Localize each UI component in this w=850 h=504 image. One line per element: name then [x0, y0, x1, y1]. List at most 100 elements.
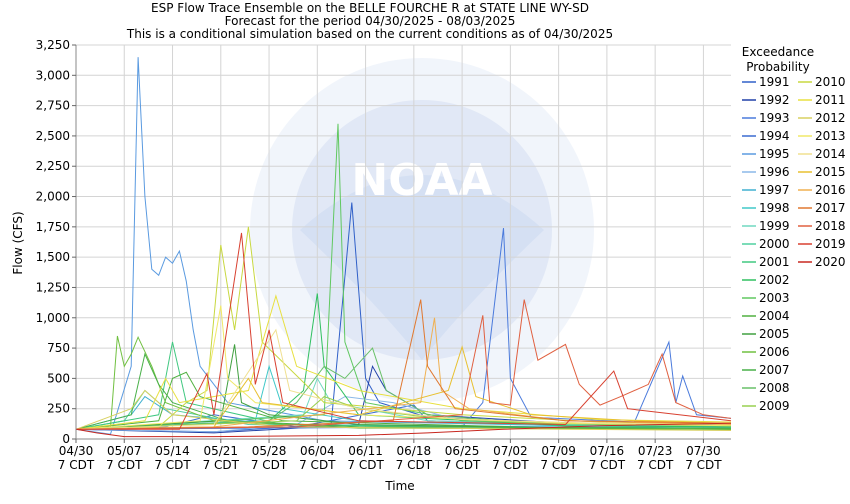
series-line-2011 — [75, 294, 732, 430]
series-line-2017 — [75, 299, 732, 430]
series-line-2020 — [75, 422, 732, 438]
x-tick-label: 04/30 — [59, 444, 94, 458]
x-tick-label: 06/11 — [348, 444, 383, 458]
legend-label-2004: 2004 — [759, 309, 790, 323]
y-tick-label: 3,250 — [36, 38, 70, 52]
grid-lines — [76, 44, 731, 439]
legend: Exceedance Probability 19911992199319941… — [742, 45, 846, 413]
legend-label-1995: 1995 — [759, 147, 790, 161]
x-tick-sublabel: 7 CDT — [154, 458, 191, 472]
legend-label-2006: 2006 — [759, 345, 790, 359]
series-line-2015 — [75, 345, 732, 430]
x-tick-label: 07/02 — [493, 444, 528, 458]
y-tick-label: 2,500 — [36, 129, 70, 143]
y-tick-label: 2,250 — [36, 159, 70, 173]
legend-label-2000: 2000 — [759, 237, 790, 251]
series-line-1995 — [75, 57, 732, 435]
noaa-watermark: NOAA — [250, 58, 594, 402]
y-tick-label: 500 — [47, 371, 70, 385]
chart-title-line-3: This is a conditional simulation based o… — [126, 27, 613, 41]
x-tick-sublabel: 7 CDT — [589, 458, 626, 472]
legend-items: 1991 1992 1993 1994 1995 1996 1997 1998 1999 2000… — [742, 75, 846, 413]
y-tick-label: 2,000 — [36, 190, 70, 204]
series-line-2007 — [75, 352, 732, 430]
x-tick-sublabel: 7 CDT — [251, 458, 288, 472]
legend-label-2016: 2016 — [815, 183, 846, 197]
legend-label-1992: 1992 — [759, 93, 790, 107]
x-tick-label: 06/04 — [300, 444, 335, 458]
series-line-2019 — [76, 232, 732, 430]
series-line-2010 — [75, 226, 732, 430]
y-tick-label: 1,750 — [36, 220, 70, 234]
legend-label-1991: 1991 — [759, 75, 790, 89]
legend-label-1999: 1999 — [759, 219, 790, 233]
chart-title: ESP Flow Trace Ensemble on the BELLE FOU… — [126, 1, 613, 41]
x-tick-sublabel: 7 CDT — [347, 458, 384, 472]
legend-label-2011: 2011 — [815, 93, 846, 107]
legend-label-2012: 2012 — [815, 111, 846, 125]
legend-title-line-2: Probability — [746, 60, 809, 74]
x-tick-label: 07/30 — [686, 444, 721, 458]
x-tick-sublabel: 7 CDT — [106, 458, 143, 472]
legend-label-2001: 2001 — [759, 255, 790, 269]
x-tick-label: 07/16 — [590, 444, 625, 458]
legend-label-2018: 2018 — [815, 219, 846, 233]
noaa-logo-text: NOAA — [351, 155, 492, 206]
legend-label-2013: 2013 — [815, 129, 846, 143]
x-tick-label: 06/25 — [445, 444, 480, 458]
y-tick-label: 0 — [62, 432, 70, 446]
y-tick-label: 1,500 — [36, 250, 70, 264]
legend-label-1996: 1996 — [759, 165, 790, 179]
x-tick-label: 05/14 — [155, 444, 190, 458]
series-lines — [75, 57, 732, 438]
x-tick-sublabel: 7 CDT — [444, 458, 481, 472]
x-axis-label: Time — [384, 479, 414, 493]
x-tick-label: 06/18 — [397, 444, 432, 458]
legend-label-2010: 2010 — [815, 75, 846, 89]
legend-label-1994: 1994 — [759, 129, 790, 143]
y-axis-label: Flow (CFS) — [11, 211, 25, 274]
y-tick-label: 750 — [47, 341, 70, 355]
legend-label-1993: 1993 — [759, 111, 790, 125]
x-tick-label: 05/21 — [203, 444, 238, 458]
series-line-2006 — [75, 335, 732, 430]
x-tick-sublabel: 7 CDT — [58, 458, 95, 472]
series-line-2018 — [75, 299, 732, 430]
y-tick-label: 250 — [47, 402, 70, 416]
y-tick-label: 2,750 — [36, 99, 70, 113]
legend-label-1998: 1998 — [759, 201, 790, 215]
legend-label-2020: 2020 — [815, 255, 846, 269]
legend-label-2014: 2014 — [815, 147, 846, 161]
legend-label-2019: 2019 — [815, 237, 846, 251]
legend-label-1997: 1997 — [759, 183, 790, 197]
x-tick-sublabel: 7 CDT — [203, 458, 240, 472]
series-line-2014 — [75, 328, 732, 430]
x-tick-label: 05/07 — [107, 444, 142, 458]
x-tick-label: 05/28 — [252, 444, 287, 458]
x-tick-sublabel: 7 CDT — [396, 458, 433, 472]
legend-label-2005: 2005 — [759, 327, 790, 341]
legend-label-2007: 2007 — [759, 363, 790, 377]
x-tick-sublabel: 7 CDT — [637, 458, 674, 472]
x-tick-label: 07/23 — [638, 444, 673, 458]
x-tick-sublabel: 7 CDT — [492, 458, 529, 472]
legend-label-2003: 2003 — [759, 291, 790, 305]
axes — [75, 45, 731, 440]
y-tick-label: 1,000 — [36, 311, 70, 325]
x-tick-sublabel: 7 CDT — [540, 458, 577, 472]
x-tick-sublabel: 7 CDT — [685, 458, 722, 472]
y-axis-ticks: 0 250 500 750 1,000 1,250 1,500 1,750 2,000 2,250… — [36, 38, 76, 446]
y-tick-label: 1,250 — [36, 280, 70, 294]
legend-label-2009: 2009 — [759, 399, 790, 413]
legend-title-line-1: Exceedance — [742, 45, 814, 59]
series-line-2008 — [75, 347, 732, 430]
y-tick-label: 3,000 — [36, 68, 70, 82]
series-line-2012 — [75, 389, 732, 431]
legend-label-2015: 2015 — [815, 165, 846, 179]
legend-label-2017: 2017 — [815, 201, 846, 215]
legend-label-2008: 2008 — [759, 381, 790, 395]
x-tick-label: 07/09 — [541, 444, 576, 458]
